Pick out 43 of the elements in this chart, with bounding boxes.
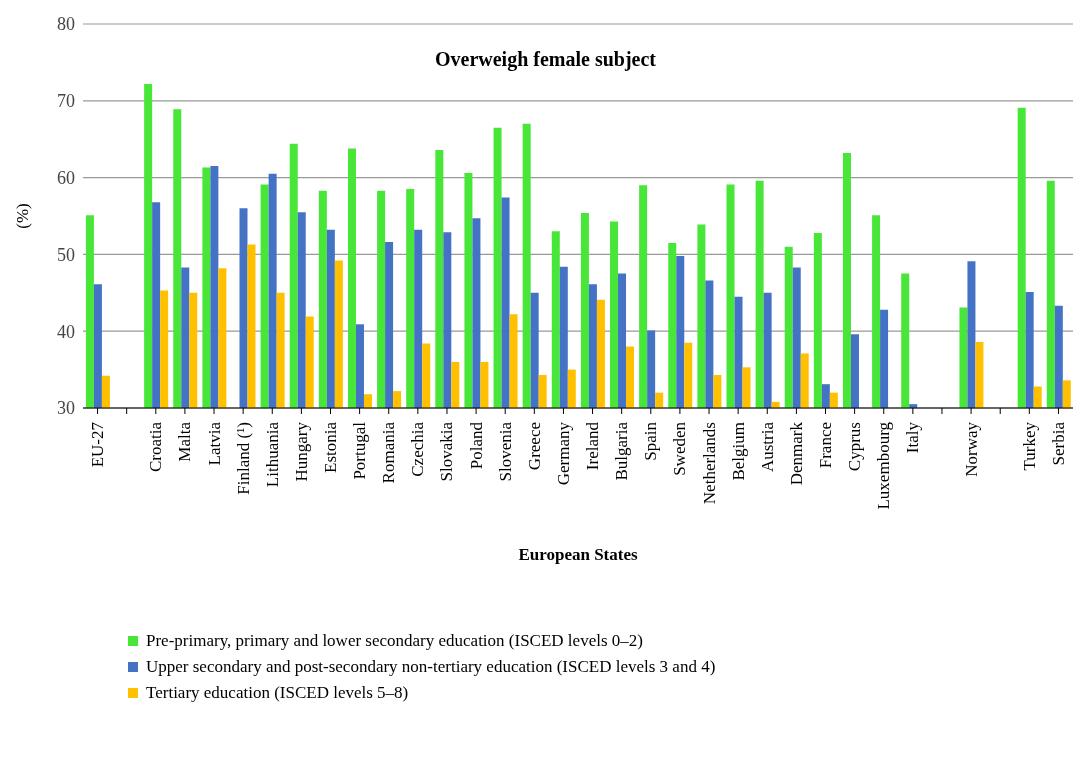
x-tick-label: Sweden	[670, 421, 690, 476]
x-axis-title: European States	[518, 545, 638, 564]
y-tick-label: 40	[57, 321, 75, 342]
x-tick-label: Estonia	[321, 421, 340, 473]
x-tick-label: Romania	[379, 421, 399, 484]
x-tick-label: Croatia	[146, 421, 166, 473]
x-tick-label: Netherlands	[699, 422, 719, 505]
x-tick-label: Spain	[641, 421, 661, 461]
x-tick-label: Austria	[757, 421, 777, 473]
y-tick-label: 30	[57, 398, 75, 419]
y-axis-title: (%)	[13, 203, 33, 229]
x-tick-label: Portugal	[350, 421, 370, 480]
x-tick-label: Bulgaria	[612, 421, 632, 481]
x-tick-label: Belgium	[728, 422, 748, 481]
x-tick-label: Malta	[175, 421, 195, 462]
x-tick-label: EU-27	[88, 421, 108, 468]
x-tick-label: Lithuania	[262, 421, 282, 488]
x-tick-label: Luxembourg	[874, 421, 894, 510]
y-tick-label: 70	[57, 91, 75, 112]
x-tick-label: Turkey	[1019, 421, 1039, 471]
x-tick-label: Serbia	[1048, 421, 1068, 466]
x-tick-label: Ireland	[583, 421, 603, 471]
x-tick-label: France	[816, 422, 835, 469]
x-tick-label: Finland (¹)	[233, 422, 253, 495]
x-tick-label: Cyprus	[845, 422, 865, 472]
legend-label: Tertiary education (ISCED levels 5–8)	[146, 683, 409, 703]
text: Overweigh female subject	[433, 48, 657, 71]
x-tick-label: Czechia	[408, 421, 428, 477]
x-tick-label: Norway	[961, 421, 981, 477]
y-tick-label: 60	[57, 167, 75, 188]
x-tick-label: Poland	[466, 421, 486, 470]
x-tick-label: Germany	[553, 421, 573, 486]
x-tick-label: Latvia	[204, 421, 224, 466]
x-tick-label: Hungary	[291, 421, 311, 482]
x-tick-label: Denmark	[786, 421, 806, 486]
legend-label: Pre-primary, primary and lower secondary education (ISCED levels 0–2)	[146, 631, 643, 651]
x-tick-label: Italy	[903, 421, 923, 454]
y-tick-label: 50	[57, 244, 75, 265]
x-tick-label: Greece	[524, 422, 544, 471]
x-tick-label: Slovakia	[437, 421, 457, 482]
legend-label: Upper secondary and post-secondary non-tertiary education (ISCED levels 3 and 4)	[146, 657, 716, 677]
x-tick-label: Slovenia	[495, 421, 515, 482]
y-tick-label: 80	[57, 14, 75, 35]
